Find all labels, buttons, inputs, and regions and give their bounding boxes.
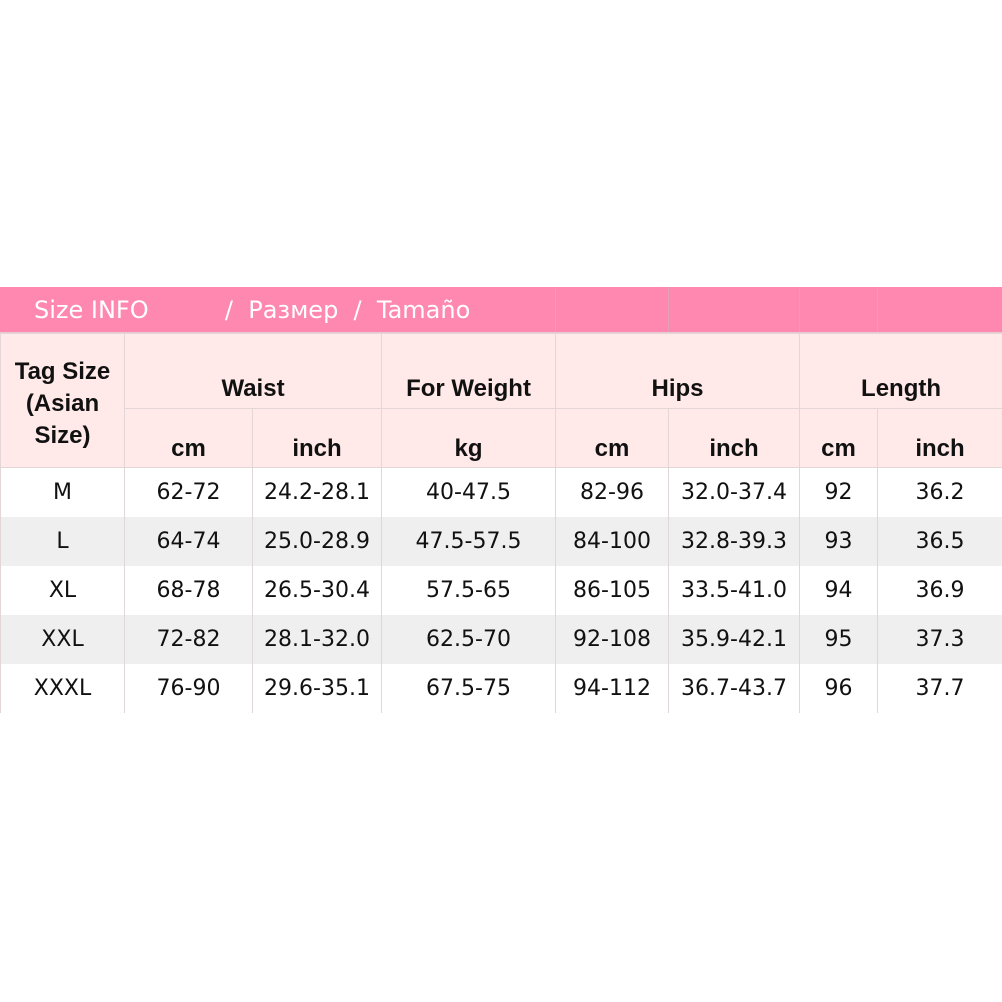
table-cell: 35.9-42.1 [667, 615, 801, 664]
title-bar: Size INFO / Размер / Tamaño [0, 287, 1002, 333]
divider [555, 287, 556, 332]
size-label: XXL [0, 615, 125, 664]
table-row: L 64-74 25.0-28.9 47.5-57.5 84-100 32.8-39.3 9… [0, 517, 1002, 566]
table-cell: 86-105 [555, 566, 669, 615]
size-chart: Size INFO / Размер / Tamaño Tag Size (As… [0, 287, 1002, 713]
table-cell: 94-112 [555, 664, 669, 713]
unit-header: inch [252, 408, 382, 468]
divider [877, 287, 878, 332]
table-cell: 93 [799, 517, 879, 566]
table-cell: 24.2-28.1 [252, 467, 382, 517]
header-length: Length [799, 333, 1002, 409]
unit-header: inch [667, 408, 801, 468]
unit-header: cm [555, 408, 669, 468]
table-cell: 57.5-65 [381, 566, 556, 615]
table-cell: 64-74 [124, 517, 253, 566]
unit-header: kg [381, 408, 556, 468]
table-cell: 76-90 [124, 664, 253, 713]
table-cell: 47.5-57.5 [381, 517, 556, 566]
table-cell: 62.5-70 [381, 615, 556, 664]
table-cell: 67.5-75 [381, 664, 556, 713]
table-cell: 96 [799, 664, 879, 713]
table-cell: 40-47.5 [381, 467, 556, 517]
table-cell: 94 [799, 566, 879, 615]
size-label: XL [0, 566, 125, 615]
table-cell: 29.6-35.1 [252, 664, 382, 713]
divider [668, 287, 669, 332]
table-cell: 25.0-28.9 [252, 517, 382, 566]
table-cell: 62-72 [124, 467, 253, 517]
header-waist: Waist [124, 333, 382, 409]
table-cell: 92 [799, 467, 879, 517]
table-cell: 92-108 [555, 615, 669, 664]
table-cell: 72-82 [124, 615, 253, 664]
table-cell: 68-78 [124, 566, 253, 615]
divider [799, 287, 800, 332]
table-cell: 28.1-32.0 [252, 615, 382, 664]
unit-header: cm [799, 408, 879, 468]
table-row: XXL 72-82 28.1-32.0 62.5-70 92-108 35.9-42.1 9… [0, 615, 1002, 664]
table-cell: 82-96 [555, 467, 669, 517]
table-cell: 36.5 [877, 517, 1002, 566]
table-row: M 62-72 24.2-28.1 40-47.5 82-96 32.0-37.4 92 36… [0, 467, 1002, 517]
table-cell: 26.5-30.4 [252, 566, 382, 615]
header-hips: Hips [554, 333, 801, 409]
table-cell: 33.5-41.0 [667, 566, 801, 615]
header-for-weight: For Weight [381, 333, 556, 409]
table-cell: 95 [799, 615, 879, 664]
table-cell: 36.2 [877, 467, 1002, 517]
size-info-title: Size INFO / Размер / Tamaño [34, 296, 471, 324]
table-row: XXXL 76-90 29.6-35.1 67.5-75 94-112 36.7-43.7… [0, 664, 1002, 713]
size-label: XXXL [0, 664, 125, 713]
table-cell: 37.3 [877, 615, 1002, 664]
header-tag-size: Tag Size (Asian Size) [0, 333, 125, 468]
table-cell: 36.9 [877, 566, 1002, 615]
size-table: Tag Size (Asian Size) Waist For Weight H… [0, 333, 1002, 713]
table-cell: 36.7-43.7 [667, 664, 801, 713]
unit-header: inch [877, 408, 1002, 468]
table-cell: 32.0-37.4 [667, 467, 801, 517]
table-cell: 32.8-39.3 [667, 517, 801, 566]
table-row: XL 68-78 26.5-30.4 57.5-65 86-105 33.5-41.0 94… [0, 566, 1002, 615]
unit-header: cm [124, 408, 253, 468]
size-label: L [0, 517, 125, 566]
table-cell: 84-100 [555, 517, 669, 566]
size-label: M [0, 467, 125, 517]
table-cell: 37.7 [877, 664, 1002, 713]
